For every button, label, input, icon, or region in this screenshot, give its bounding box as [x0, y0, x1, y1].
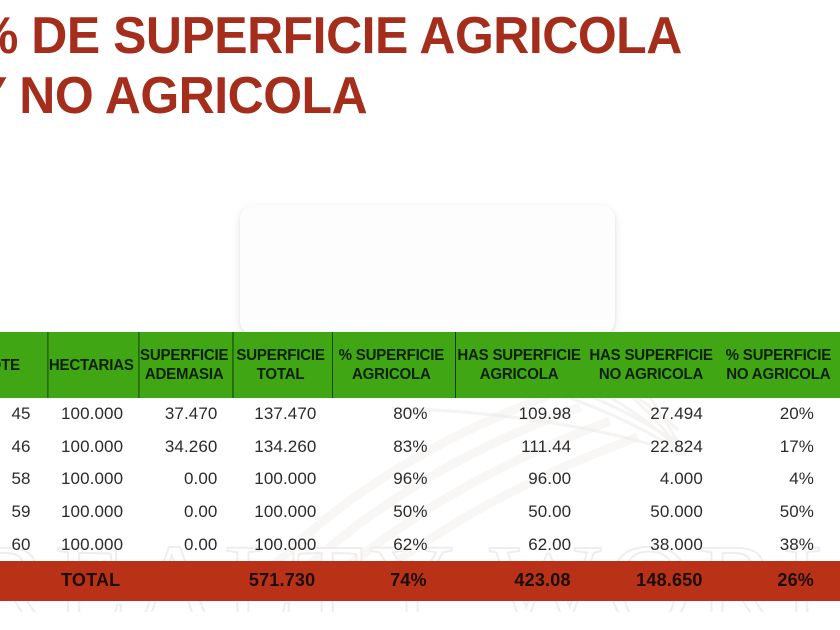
cell-superficie-total: 137.470	[254, 404, 317, 424]
cell-superficie-ademasia: 0.00	[183, 534, 218, 554]
watermark-card-panel	[240, 205, 615, 335]
cell-has-superficie-agricola: 109.98	[518, 404, 572, 424]
column-header-has-superficie-no-agricola: HAS SUPERFICIE NO AGRICOLA	[589, 347, 714, 383]
cell-pct-superficie-agricola: 96%	[393, 469, 428, 489]
surface-table: LOTE HECTARIAS SUPERFICIE ADEMASIA SUPER…	[0, 332, 840, 601]
total-cell-pct-superficie-no-agricola: 26%	[777, 570, 814, 591]
cell-superficie-ademasia: 37.470	[164, 404, 218, 424]
cell-hectarias: 100.000	[61, 436, 124, 456]
column-header-has-superficie-agricola: HAS SUPERFICIE AGRICOLA	[455, 332, 583, 398]
cell-lote: 58	[11, 469, 31, 489]
cell-has-superficie-no-agricola: 50.000	[650, 502, 703, 522]
cell-pct-superficie-no-agricola: 20%	[779, 404, 815, 424]
cell-has-superficie-agricola: 50.00	[528, 502, 572, 522]
table-row[interactable]: 59 100.000 0.00 100.000 50% 50.00 50.000…	[0, 496, 840, 529]
page-background-bottom	[0, 612, 840, 630]
page-title-line-1: % DE SUPERFICIE AGRICOLA	[0, 7, 682, 65]
cell-pct-superficie-no-agricola: 50%	[779, 502, 815, 522]
column-header-pct-superficie-agricola: % SUPERFICIE AGRICOLA	[332, 332, 451, 398]
table-header-row: LOTE HECTARIAS SUPERFICIE ADEMASIA SUPER…	[0, 332, 840, 398]
cell-lote: 46	[11, 436, 31, 456]
cell-hectarias: 100.000	[61, 404, 124, 424]
cell-has-superficie-agricola: 111.44	[521, 436, 572, 456]
total-cell-has-superficie-agricola: 423.08	[514, 570, 571, 591]
cell-pct-superficie-agricola: 62%	[393, 534, 428, 554]
cell-has-superficie-no-agricola: 38.000	[650, 534, 703, 554]
table-total-row: TOTAL 571.730 74% 423.08 148.650 26%	[0, 560, 840, 601]
page-title-line-2: Y NO AGRICOLA	[0, 67, 368, 125]
cell-superficie-total: 100.000	[254, 469, 317, 489]
cell-pct-superficie-agricola: 83%	[393, 436, 428, 456]
cell-has-superficie-agricola: 62.00	[528, 534, 572, 554]
cell-has-superficie-no-agricola: 27.494	[650, 404, 703, 424]
cell-pct-superficie-no-agricola: 17%	[779, 436, 815, 456]
total-label: TOTAL	[61, 570, 121, 591]
cell-superficie-total: 134.260	[254, 436, 317, 456]
table-row[interactable]: 58 100.000 0.00 100.000 96% 96.00 4.000 …	[0, 463, 840, 496]
cell-lote: 60	[11, 534, 31, 554]
table-row[interactable]: 45 100.000 37.470 137.470 80% 109.98 27.…	[0, 398, 840, 431]
total-cell-superficie-ademasia	[136, 561, 231, 601]
cell-pct-superficie-agricola: 50%	[393, 502, 428, 522]
table-row[interactable]: 60 100.000 0.00 100.000 62% 62.00 38.000…	[0, 528, 840, 561]
total-cell-empty	[0, 561, 46, 601]
column-header-superficie-total: SUPERFICIE TOTAL	[233, 332, 329, 398]
cell-hectarias: 100.000	[61, 534, 124, 554]
cell-has-superficie-no-agricola: 22.824	[650, 436, 703, 456]
total-cell-pct-superficie-agricola: 74%	[390, 570, 427, 591]
total-cell-superficie-total: 571.730	[248, 570, 316, 591]
cell-lote: 59	[11, 502, 31, 522]
cell-superficie-total: 100.000	[254, 502, 317, 522]
cell-has-superficie-agricola: 96.00	[528, 469, 572, 489]
cell-superficie-ademasia: 34.260	[164, 436, 218, 456]
column-header-hectarias: HECTARIAS	[48, 332, 136, 398]
cell-pct-superficie-agricola: 80%	[393, 404, 428, 424]
column-header-lote: LOTE	[0, 356, 20, 374]
cell-superficie-ademasia: 0.00	[183, 469, 218, 489]
cell-superficie-ademasia: 0.00	[183, 502, 218, 522]
column-header-superficie-ademasia: SUPERFICIE ADEMASIA	[138, 332, 230, 398]
cell-hectarias: 100.000	[61, 469, 124, 489]
total-cell-has-superficie-no-agricola: 148.650	[636, 570, 703, 591]
cell-pct-superficie-no-agricola: 38%	[779, 534, 815, 554]
cell-hectarias: 100.000	[61, 502, 124, 522]
cell-has-superficie-no-agricola: 4.000	[659, 469, 703, 489]
page-title: % DE SUPERFICIE AGRICOLA Y NO AGRICOLA	[0, 6, 840, 126]
column-header-pct-superficie-no-agricola: % SUPERFICIE NO AGRICOLA	[725, 347, 832, 383]
cell-lote: 45	[11, 404, 31, 424]
cell-pct-superficie-no-agricola: 4%	[789, 469, 815, 489]
table-row[interactable]: 46 100.000 34.260 134.260 83% 111.44 22.…	[0, 431, 840, 464]
cell-superficie-total: 100.000	[254, 534, 317, 554]
